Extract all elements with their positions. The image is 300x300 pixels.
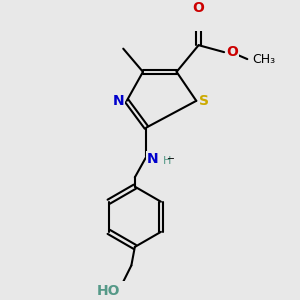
- Text: O: O: [226, 45, 238, 59]
- Text: ─: ─: [167, 154, 173, 164]
- Text: N: N: [113, 94, 124, 108]
- Text: N: N: [146, 152, 158, 166]
- Text: O: O: [193, 1, 205, 15]
- Text: H: H: [163, 156, 171, 166]
- Text: S: S: [200, 94, 209, 108]
- Text: HO: HO: [96, 284, 120, 298]
- Text: CH₃: CH₃: [252, 52, 275, 66]
